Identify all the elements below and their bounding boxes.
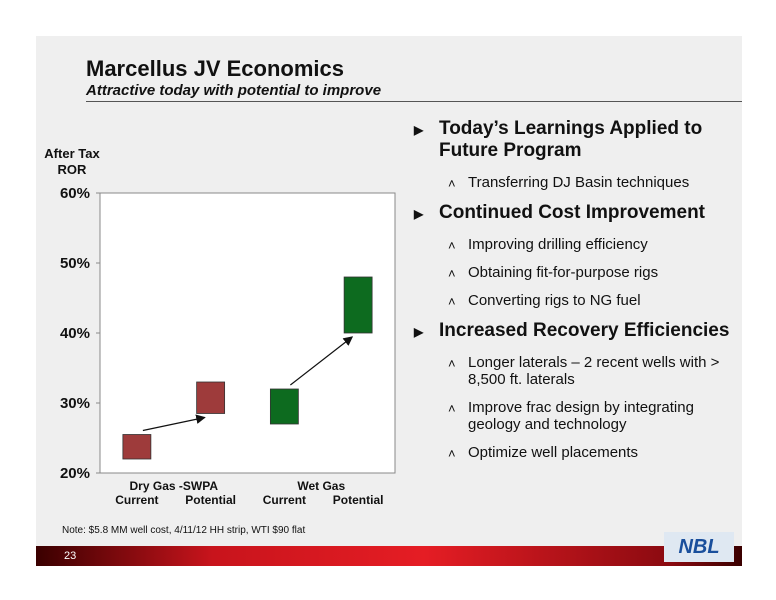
- trend-arrow: [290, 336, 354, 386]
- sub-bullet: Longer laterals – 2 recent wells with > …: [414, 354, 734, 388]
- title-rule: [86, 101, 742, 102]
- sub-bullet: Converting rigs to NG fuel: [414, 292, 734, 310]
- subtitle: Attractive today with potential to impro…: [86, 82, 382, 99]
- y-tick-label: 20%: [60, 465, 90, 482]
- x-tick-label: Current: [115, 493, 158, 507]
- y-tick-label: 40%: [60, 325, 90, 342]
- y-axis-label: ROR: [58, 162, 88, 177]
- y-axis-label: After Tax: [44, 146, 100, 161]
- bullet-list: Today’s Learnings Applied to Future Prog…: [414, 118, 734, 472]
- footer-bar: [36, 546, 742, 566]
- logo: NBL: [664, 532, 734, 562]
- y-tick-label: 60%: [60, 185, 90, 202]
- sub-bullet: Transferring DJ Basin techniques: [414, 174, 734, 192]
- y-tick-label: 30%: [60, 395, 90, 412]
- bullet-heading: Increased Recovery Efficiencies: [414, 320, 734, 343]
- group-label: Dry Gas -SWPA: [130, 479, 219, 493]
- bullet-heading: Today’s Learnings Applied to Future Prog…: [414, 118, 734, 162]
- sub-bullet: Optimize well placements: [414, 444, 734, 462]
- page-number: 23: [64, 550, 77, 562]
- x-tick-label: Potential: [333, 493, 384, 507]
- x-tick-label: Current: [263, 493, 306, 507]
- range-bar: [269, 388, 299, 425]
- range-bar: [122, 434, 152, 460]
- title: Marcellus JV Economics: [86, 56, 344, 81]
- range-bar: [343, 276, 373, 334]
- note: Note: $5.8 MM well cost, 4/11/12 HH stri…: [62, 525, 306, 536]
- range-bar: [196, 381, 226, 414]
- trend-arrow: [142, 414, 206, 432]
- group-label: Wet Gas: [297, 479, 345, 493]
- sub-bullet: Obtaining fit-for-purpose rigs: [414, 264, 734, 282]
- x-tick-label: Potential: [185, 493, 236, 507]
- sub-bullet: Improving drilling efficiency: [414, 236, 734, 254]
- sub-bullet: Improve frac design by integrating geolo…: [414, 399, 734, 433]
- bullet-heading: Continued Cost Improvement: [414, 202, 734, 225]
- y-tick-label: 50%: [60, 255, 90, 272]
